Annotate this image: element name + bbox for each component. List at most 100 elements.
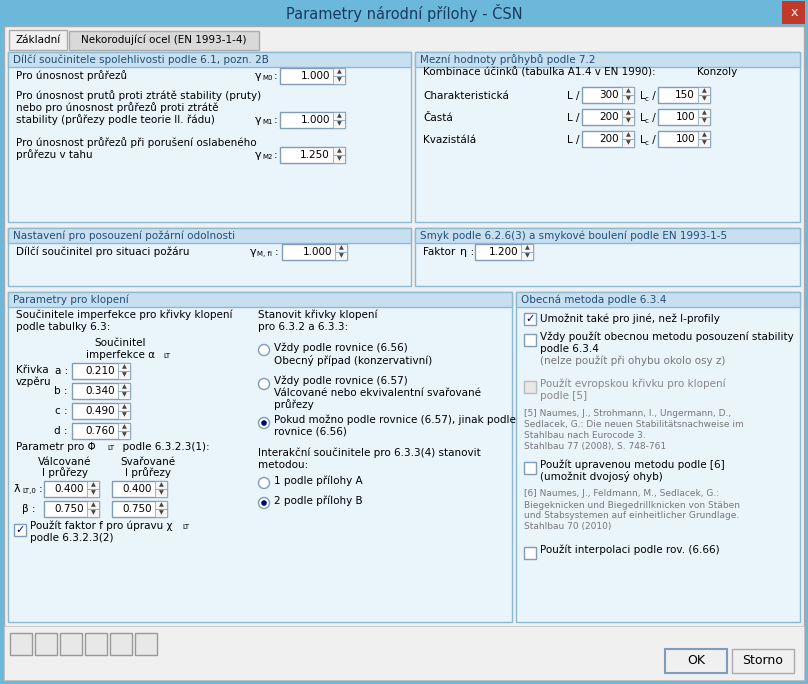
Bar xyxy=(87,489,99,497)
Bar xyxy=(516,292,800,622)
Text: Mezní hodnoty průhybů podle 7.2: Mezní hodnoty průhybů podle 7.2 xyxy=(420,54,595,65)
Text: 0.210: 0.210 xyxy=(86,366,115,376)
Bar xyxy=(698,117,710,125)
Bar xyxy=(698,109,710,117)
Bar xyxy=(582,109,634,125)
Text: L: L xyxy=(640,91,646,101)
Text: podle 6.3.2.3(2): podle 6.3.2.3(2) xyxy=(30,533,113,543)
Text: Použít interpolaci podle rov. (6.66): Použít interpolaci podle rov. (6.66) xyxy=(540,544,720,555)
Bar xyxy=(524,547,536,559)
Bar xyxy=(44,481,99,497)
Text: Stahlbau nach Eurocode 3.: Stahlbau nach Eurocode 3. xyxy=(524,430,646,440)
Circle shape xyxy=(261,500,267,505)
Text: vzpěru: vzpěru xyxy=(16,377,52,387)
Text: ✓: ✓ xyxy=(525,314,535,324)
Bar xyxy=(10,633,32,655)
Text: 1 podle přílohy A: 1 podle přílohy A xyxy=(274,476,363,486)
Text: 100: 100 xyxy=(675,134,695,144)
Text: 1.250: 1.250 xyxy=(301,150,330,160)
Text: ▼: ▼ xyxy=(625,118,630,124)
Text: Stanovit křivky klopení: Stanovit křivky klopení xyxy=(258,310,377,320)
Text: OK: OK xyxy=(687,655,705,668)
Bar xyxy=(72,423,130,439)
Text: L /: L / xyxy=(567,91,579,101)
Text: ▲: ▲ xyxy=(701,111,706,116)
Bar xyxy=(698,87,710,95)
Text: 200: 200 xyxy=(600,134,619,144)
Text: 0.400: 0.400 xyxy=(54,484,84,494)
Bar xyxy=(732,649,794,673)
Text: c: c xyxy=(645,140,649,146)
Bar xyxy=(516,292,800,307)
Text: Storno: Storno xyxy=(743,655,784,668)
Text: ▼: ▼ xyxy=(158,490,163,495)
Text: :: : xyxy=(274,115,278,125)
Text: ▲: ▲ xyxy=(339,246,343,250)
Bar xyxy=(280,147,345,163)
Text: podle tabulky 6.3:: podle tabulky 6.3: xyxy=(16,322,111,332)
Bar xyxy=(335,252,347,260)
Text: ▼: ▼ xyxy=(337,157,341,161)
Text: ▼: ▼ xyxy=(122,412,126,417)
Bar xyxy=(622,117,634,125)
Text: ▼: ▼ xyxy=(337,77,341,83)
Bar xyxy=(622,109,634,117)
Bar xyxy=(622,139,634,147)
Text: 1.000: 1.000 xyxy=(301,115,330,125)
Text: Vždy použít obecnou metodu posouzení stability: Vždy použít obecnou metodu posouzení sta… xyxy=(540,332,793,342)
Bar xyxy=(72,363,130,379)
Text: Použít faktor f pro úpravu χ: Použít faktor f pro úpravu χ xyxy=(30,521,172,531)
Text: (nelze použít při ohybu okolo osy z): (nelze použít při ohybu okolo osy z) xyxy=(540,356,726,366)
Bar xyxy=(524,334,536,346)
Bar xyxy=(72,383,130,399)
Text: Vždy podle rovnice (6.57): Vždy podle rovnice (6.57) xyxy=(274,376,408,386)
Bar xyxy=(333,68,345,76)
Text: Základní: Základní xyxy=(15,35,61,45)
Text: ▲: ▲ xyxy=(625,111,630,116)
Bar xyxy=(85,633,107,655)
Text: 150: 150 xyxy=(675,90,695,100)
Text: 0.400: 0.400 xyxy=(123,484,152,494)
Bar xyxy=(8,52,411,222)
Bar xyxy=(622,131,634,139)
Text: 1.000: 1.000 xyxy=(301,71,330,81)
Text: [6] Naumes, J., Feldmann, M., Sedlacek, G.:: [6] Naumes, J., Feldmann, M., Sedlacek, … xyxy=(524,490,719,499)
Text: Dílčí součinitel pro situaci požáru: Dílčí součinitel pro situaci požáru xyxy=(16,247,190,257)
Text: γ: γ xyxy=(250,247,257,257)
Text: Biegeknicken und Biegedrillknicken von Stäben: Biegeknicken und Biegedrillknicken von S… xyxy=(524,501,740,510)
Bar xyxy=(112,501,167,517)
Text: Pro únosnost průřezů: Pro únosnost průřezů xyxy=(16,70,127,81)
Bar xyxy=(698,95,710,103)
Bar xyxy=(665,649,727,673)
Text: Válcované: Válcované xyxy=(38,457,91,467)
Text: Parametry pro klopení: Parametry pro klopení xyxy=(13,294,128,305)
Text: 300: 300 xyxy=(600,90,619,100)
Bar xyxy=(69,31,259,50)
Text: ▼: ▼ xyxy=(625,96,630,101)
Text: Kvazistálá: Kvazistálá xyxy=(423,135,476,145)
Text: /: / xyxy=(649,113,656,123)
Text: ▲: ▲ xyxy=(701,133,706,137)
Text: x: x xyxy=(790,6,797,19)
Bar xyxy=(8,292,512,307)
Circle shape xyxy=(259,345,270,356)
Bar xyxy=(4,626,804,680)
Text: LT: LT xyxy=(107,445,114,451)
Text: podle 6.3.2.3(1):: podle 6.3.2.3(1): xyxy=(116,442,209,452)
Bar xyxy=(87,509,99,517)
Text: Kombinace účinků (tabulka A1.4 v EN 1990):: Kombinace účinků (tabulka A1.4 v EN 1990… xyxy=(423,67,655,77)
Bar xyxy=(118,403,130,411)
Text: imperfekce α: imperfekce α xyxy=(86,350,154,360)
Bar xyxy=(698,131,710,139)
Bar xyxy=(60,633,82,655)
Text: ▲: ▲ xyxy=(122,404,126,410)
Bar xyxy=(118,371,130,379)
Text: Interakční součinitele pro 6.3.3(4) stanovit: Interakční součinitele pro 6.3.3(4) stan… xyxy=(258,448,481,458)
Text: ▲: ▲ xyxy=(337,114,341,118)
Text: průřezu v tahu: průřezu v tahu xyxy=(16,150,93,161)
Bar xyxy=(333,155,345,163)
Text: metodou:: metodou: xyxy=(258,460,308,470)
Text: Křivka: Křivka xyxy=(16,365,48,375)
Text: und Stabsystemen auf einheitlicher Grundlage.: und Stabsystemen auf einheitlicher Grund… xyxy=(524,512,739,521)
Text: ▲: ▲ xyxy=(158,482,163,488)
